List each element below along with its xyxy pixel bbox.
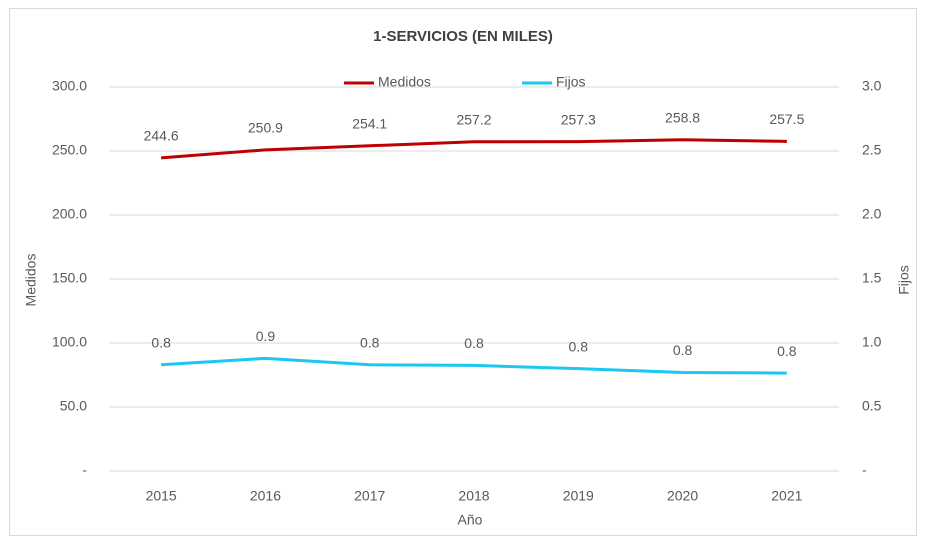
y-tick-label: - (82, 462, 87, 478)
data-label: 257.3 (561, 111, 596, 127)
x-tick-label: 2016 (250, 488, 281, 504)
y2-tick-label: 0.5 (862, 398, 882, 414)
y2-tick-label: 3.0 (862, 78, 882, 94)
x-tick-label: 2018 (458, 488, 489, 504)
y-axis-label: Medidos (23, 254, 39, 307)
y2-tick-label: 1.5 (862, 270, 882, 286)
legend-label: Medidos (378, 74, 431, 90)
y2-tick-label: 1.0 (862, 334, 882, 350)
data-label: 0.8 (464, 335, 484, 351)
data-label: 0.9 (256, 328, 276, 344)
data-label: 258.8 (665, 109, 700, 125)
legend-label: Fijos (556, 74, 586, 90)
data-label: 257.5 (769, 111, 804, 127)
y-tick-label: 150.0 (52, 270, 87, 286)
y2-tick-label: 2.0 (862, 206, 882, 222)
data-label: 0.8 (360, 334, 380, 350)
line (161, 138, 787, 160)
chart-border (9, 8, 917, 536)
y-tick-label: 50.0 (60, 398, 87, 414)
data-label: 257.2 (456, 111, 491, 127)
y-tick-label: 250.0 (52, 142, 87, 158)
y-tick-label: 300.0 (52, 78, 87, 94)
x-axis-label: Año (458, 512, 483, 528)
y-tick-label: 100.0 (52, 334, 87, 350)
data-label: 250.9 (248, 120, 283, 136)
x-tick-label: 2019 (563, 488, 594, 504)
x-tick-label: 2021 (771, 488, 802, 504)
data-label: 0.8 (673, 342, 693, 358)
x-tick-label: 2017 (354, 488, 385, 504)
x-tick-label: 2015 (146, 488, 177, 504)
chart-title: 1-SERVICIOS (EN MILES) (373, 28, 553, 45)
data-label: 0.8 (151, 334, 171, 350)
data-label: 0.8 (777, 343, 797, 359)
data-label: 244.6 (144, 128, 179, 144)
y2-tick-label: - (862, 462, 867, 478)
line (161, 356, 787, 375)
x-tick-label: 2020 (667, 488, 698, 504)
data-label: 0.8 (569, 338, 589, 354)
y2-axis-label: Fijos (896, 265, 912, 295)
y-tick-label: 200.0 (52, 206, 87, 222)
data-label: 254.1 (352, 115, 387, 131)
y2-tick-label: 2.5 (862, 142, 882, 158)
